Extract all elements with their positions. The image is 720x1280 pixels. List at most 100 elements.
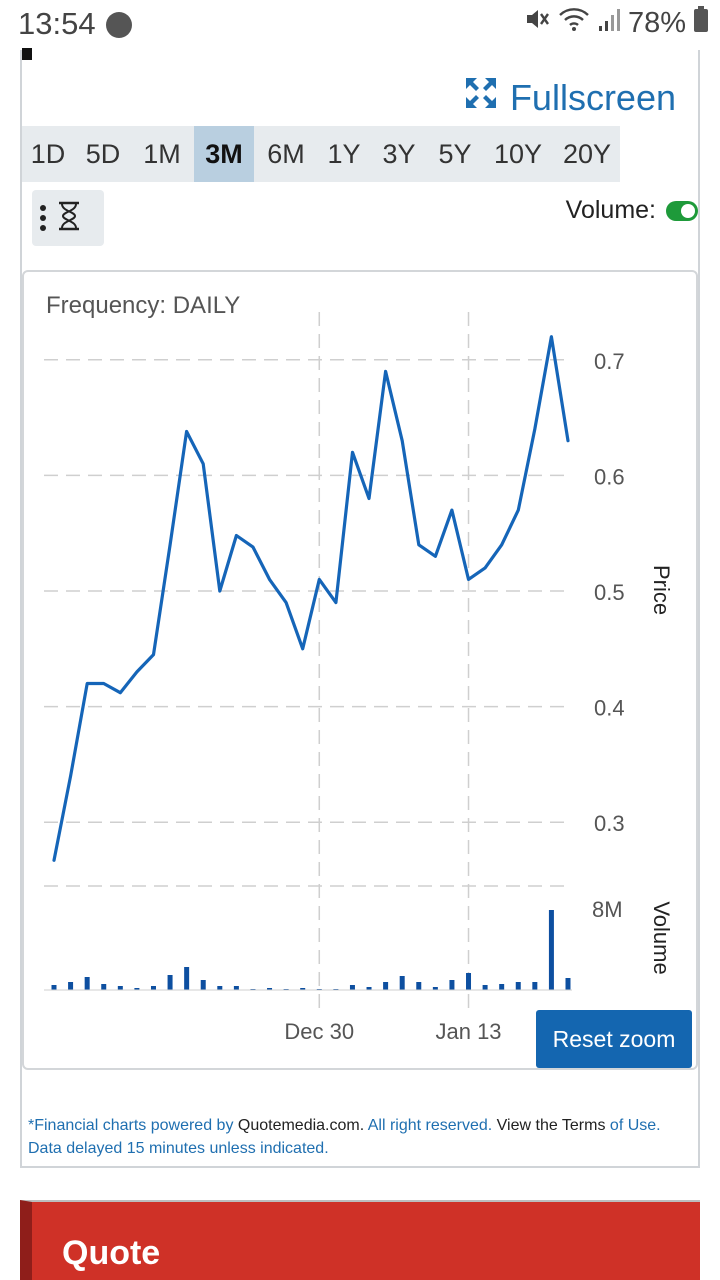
messenger-icon: [106, 12, 132, 38]
volume-bar: [84, 977, 90, 990]
volume-bar: [68, 982, 74, 990]
price-point: [533, 427, 537, 431]
mute-icon: [524, 6, 550, 40]
quote-section-header: Quote: [20, 1200, 700, 1280]
range-1y-button[interactable]: 1Y: [318, 126, 370, 182]
price-chart-card: Frequency: DAILY 0.3 0.4 0.5 0.6 0.7 Dec 30 Ja…: [22, 270, 698, 1070]
price-point: [500, 543, 503, 546]
price-point: [318, 578, 321, 581]
volume-switch[interactable]: [666, 200, 698, 221]
volume-bar: [233, 986, 239, 990]
disclaimer-text-a: *Financial charts powered by: [28, 1117, 238, 1134]
price-point: [450, 508, 454, 512]
volume-bar: [383, 982, 389, 990]
x-tick-label: Dec 30: [284, 1019, 354, 1044]
volume-bar: [134, 988, 140, 990]
terms-link[interactable]: View the Terms: [496, 1117, 606, 1134]
price-point: [284, 601, 288, 604]
price-point: [185, 430, 188, 433]
price-point: [268, 578, 271, 581]
volume-bar: [117, 986, 123, 990]
volume-bar: [482, 985, 488, 990]
chart-tools: [32, 190, 104, 246]
volume-toggle[interactable]: Volume:: [566, 196, 698, 225]
signal-icon: [598, 7, 620, 40]
price-line: [52, 335, 570, 862]
quotemedia-link[interactable]: Quotemedia.com.: [237, 1117, 365, 1134]
range-1d-button[interactable]: 1D: [22, 126, 74, 182]
volume-bar: [432, 987, 438, 990]
price-point: [434, 555, 437, 558]
volume-bar: [200, 980, 206, 990]
range-3y-button[interactable]: 3Y: [372, 126, 426, 182]
volume-bar: [565, 978, 571, 990]
volume-axis-label: Volume: [649, 901, 674, 974]
range-20y-button[interactable]: 20Y: [554, 126, 620, 182]
price-point: [102, 682, 105, 685]
volume-bar: [184, 967, 190, 990]
price-point: [52, 859, 56, 862]
price-volume-chart[interactable]: 0.3 0.4 0.5 0.6 0.7 Dec 30 Jan 13 Price Volume 8M: [24, 272, 700, 1072]
hourglass-icon[interactable]: [56, 201, 82, 236]
volume-bar: [499, 984, 505, 990]
price-point: [135, 670, 139, 674]
range-1m-button[interactable]: 1M: [132, 126, 192, 182]
volume-bar: [267, 988, 273, 990]
y-tick-label: 0.4: [594, 696, 625, 721]
range-5y-button[interactable]: 5Y: [428, 126, 482, 182]
price-point: [334, 601, 338, 604]
range-3m-button[interactable]: 3M: [194, 126, 254, 182]
volume-bar: [449, 980, 455, 990]
range-6m-button[interactable]: 6M: [256, 126, 316, 182]
status-icons: 78%: [524, 6, 708, 40]
expand-icon: [464, 76, 498, 119]
price-point: [152, 653, 155, 656]
more-options-icon[interactable]: [40, 205, 46, 231]
volume-bar: [532, 982, 538, 990]
frequency-label: Frequency: DAILY: [46, 292, 241, 319]
quote-title: Quote: [62, 1234, 161, 1272]
y-tick-label: 0.7: [594, 349, 625, 374]
price-point: [301, 647, 304, 650]
chart-widget-frame: [20, 50, 700, 1168]
price-point: [168, 543, 172, 546]
price-axis-label: Price: [649, 565, 674, 615]
volume-tick-label: 8M: [592, 897, 623, 922]
disclaimer-text-e: of Use.: [605, 1117, 661, 1134]
status-time: 13:54: [18, 6, 96, 41]
fullscreen-button[interactable]: Fullscreen: [464, 76, 676, 119]
delay-note: Data delayed 15 minutes unless indicated…: [28, 1140, 329, 1157]
status-bar: 13:54 78%: [0, 0, 720, 50]
time-range-selector: 1D 5D 1M 3M 6M 1Y 3Y 5Y 10Y 20Y: [22, 126, 620, 182]
disclaimer-text-c: All right reserved.: [364, 1117, 497, 1134]
price-point: [119, 691, 122, 694]
range-5d-button[interactable]: 5D: [76, 126, 130, 182]
volume-bar: [51, 985, 57, 990]
price-point: [400, 439, 404, 442]
price-point: [417, 543, 420, 546]
price-point: [367, 497, 371, 500]
volume-bar: [515, 982, 521, 990]
y-tick-label: 0.5: [594, 580, 625, 605]
volume-bar: [466, 973, 472, 990]
price-point: [351, 451, 354, 454]
fullscreen-label: Fullscreen: [509, 76, 676, 118]
scroll-marker: [22, 48, 32, 60]
x-tick-label: Jan 13: [435, 1019, 501, 1044]
price-point: [550, 335, 553, 338]
volume-bar: [366, 987, 372, 990]
wifi-icon: [558, 6, 590, 40]
range-10y-button[interactable]: 10Y: [484, 126, 552, 182]
volume-bar: [399, 976, 405, 990]
volume-bar: [416, 982, 422, 990]
reset-zoom-button[interactable]: Reset zoom: [536, 1010, 692, 1068]
chart-disclaimer: *Financial charts powered by Quotemedia.…: [28, 1114, 688, 1160]
price-point: [566, 439, 570, 442]
y-tick-label: 0.6: [594, 464, 625, 489]
price-point: [517, 508, 520, 512]
volume-bar: [167, 975, 173, 990]
price-point: [384, 370, 387, 373]
price-point: [69, 774, 72, 778]
price-point: [467, 578, 470, 581]
volume-bar: [300, 988, 306, 990]
